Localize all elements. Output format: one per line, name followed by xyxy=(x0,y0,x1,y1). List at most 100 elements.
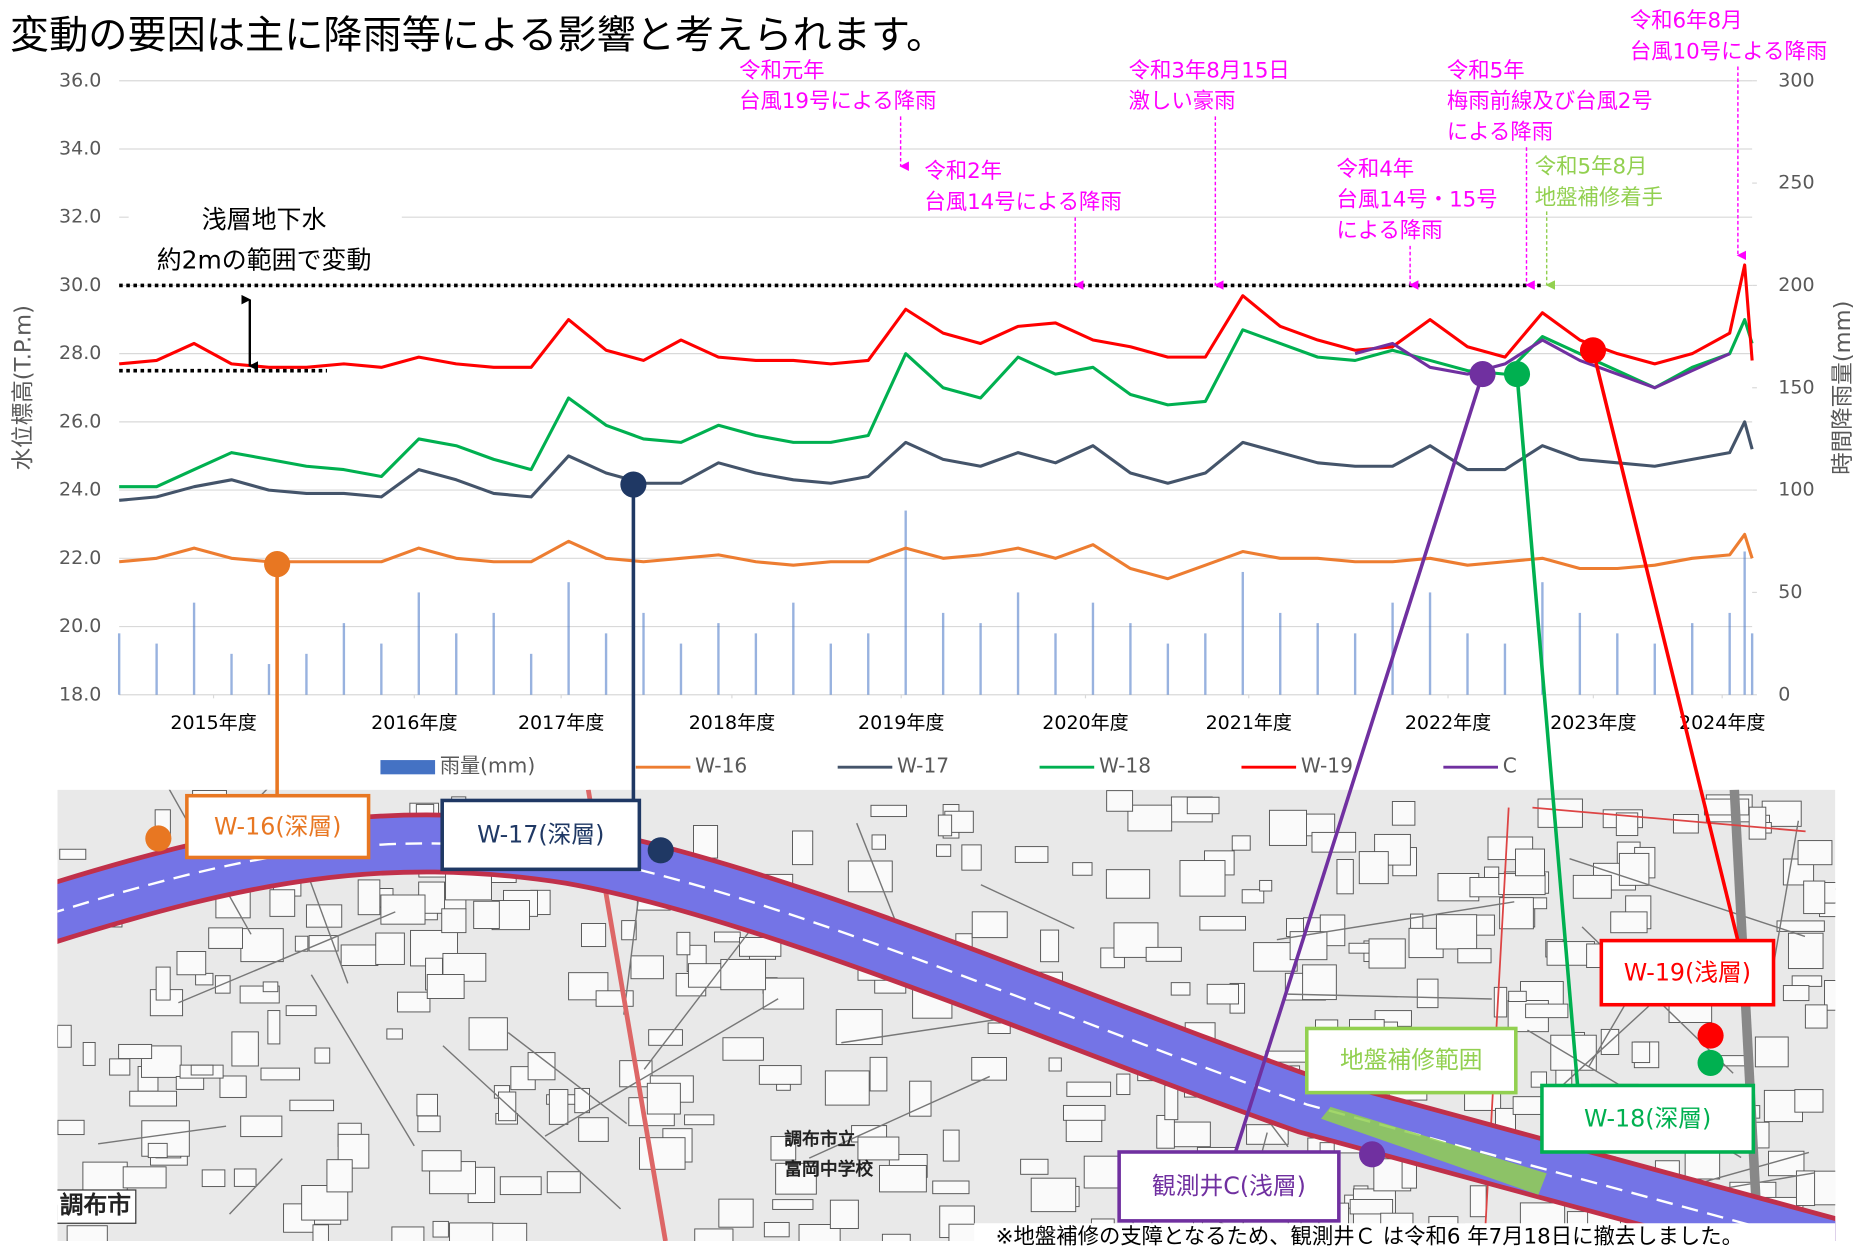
legend-label: W-19 xyxy=(1301,754,1353,778)
rain-bar xyxy=(493,613,495,695)
building xyxy=(270,890,295,917)
x-tick-label: 2017年度 xyxy=(518,712,604,734)
building xyxy=(241,929,283,962)
building xyxy=(647,1083,680,1114)
x-tick-label: 2023年度 xyxy=(1550,712,1636,734)
legend-label: W-18 xyxy=(1099,754,1151,778)
building xyxy=(442,909,466,933)
building xyxy=(1106,870,1149,899)
building xyxy=(721,959,766,989)
building xyxy=(858,1137,899,1160)
legend-label: W-17 xyxy=(897,754,949,778)
building xyxy=(1146,947,1181,961)
rain-bar xyxy=(1391,603,1393,695)
building xyxy=(1392,802,1415,826)
building xyxy=(1823,883,1858,904)
chart-point-marker xyxy=(264,551,290,577)
rain-bar xyxy=(1167,644,1169,695)
building xyxy=(549,1090,568,1125)
rain-bar xyxy=(717,623,719,695)
rain-bar xyxy=(268,664,270,695)
building xyxy=(1049,1058,1061,1071)
building xyxy=(209,928,243,949)
building xyxy=(1242,890,1264,903)
annotation: 令和5年 xyxy=(1447,58,1525,83)
building xyxy=(261,1068,300,1080)
building xyxy=(719,1199,753,1227)
building xyxy=(1755,1037,1788,1067)
y2-axis-label: 時間降雨量(mm) xyxy=(1830,301,1856,475)
rain-bar xyxy=(942,613,944,695)
building xyxy=(286,1006,316,1016)
building xyxy=(723,1038,763,1060)
building xyxy=(631,956,663,979)
rain-bar xyxy=(979,623,981,695)
building xyxy=(474,901,500,928)
building xyxy=(1232,836,1250,850)
rain-bar xyxy=(605,633,607,694)
building xyxy=(1783,986,1809,1001)
annotation: 激しい豪雨 xyxy=(1129,89,1236,114)
building xyxy=(290,1100,334,1110)
building xyxy=(1180,861,1225,897)
well-marker xyxy=(648,837,674,863)
building xyxy=(1494,987,1506,1017)
building xyxy=(792,831,812,865)
building xyxy=(1200,916,1246,930)
y2-tick-label: 250 xyxy=(1778,172,1814,194)
building xyxy=(596,991,633,1007)
building xyxy=(83,1042,95,1065)
building xyxy=(1820,903,1862,916)
building xyxy=(714,932,740,942)
annotation: 令和6年8月 xyxy=(1630,8,1743,33)
building xyxy=(882,1234,910,1247)
y-tick-label: 36.0 xyxy=(59,69,101,91)
chart-point-marker xyxy=(1469,361,1495,387)
building xyxy=(191,1065,213,1075)
building xyxy=(1704,799,1748,815)
y-tick-label: 20.0 xyxy=(59,615,101,637)
x-tick-label: 2015年度 xyxy=(170,712,256,734)
building xyxy=(1107,791,1133,812)
y-tick-label: 34.0 xyxy=(59,137,101,159)
well-marker xyxy=(1698,1023,1724,1049)
range-note: 浅層地下水 xyxy=(202,205,327,234)
y-tick-label: 26.0 xyxy=(59,410,101,432)
chart-point-marker xyxy=(1504,361,1530,387)
annotation: による降雨 xyxy=(1336,219,1442,244)
building xyxy=(1632,1042,1650,1063)
annotation: 令和3年8月15日 xyxy=(1129,58,1290,83)
y-tick-label: 24.0 xyxy=(59,479,101,501)
building xyxy=(759,1066,801,1085)
page: {"chart_data":{"type":"line", "title":"変… xyxy=(0,0,1863,1247)
building xyxy=(1499,874,1545,895)
range-note: 約2mの範囲で変動 xyxy=(157,245,372,274)
building xyxy=(1128,805,1172,831)
y2-tick-label: 200 xyxy=(1778,274,1814,296)
building xyxy=(1187,797,1219,813)
building xyxy=(938,815,951,836)
rain-bar xyxy=(867,633,869,694)
well-marker xyxy=(145,825,171,851)
building xyxy=(1067,1082,1111,1096)
rain-bar xyxy=(418,592,420,694)
building xyxy=(1165,1086,1178,1120)
rain-bar xyxy=(1579,613,1581,695)
building xyxy=(417,1094,438,1115)
rain-bar xyxy=(530,654,532,695)
building xyxy=(773,1200,813,1210)
rain-bar xyxy=(1054,633,1056,694)
building xyxy=(119,1044,152,1058)
building xyxy=(872,835,885,849)
building xyxy=(156,967,170,1000)
rain-bar xyxy=(1242,572,1244,695)
building xyxy=(685,1115,714,1125)
y2-tick-label: 100 xyxy=(1778,479,1814,501)
y-tick-label: 28.0 xyxy=(59,342,101,364)
rain-bar xyxy=(1691,623,1693,695)
rain-bar xyxy=(567,582,569,695)
rain-bar xyxy=(1504,644,1506,695)
building xyxy=(60,849,86,859)
building xyxy=(58,1120,84,1134)
series-line xyxy=(119,422,1752,501)
